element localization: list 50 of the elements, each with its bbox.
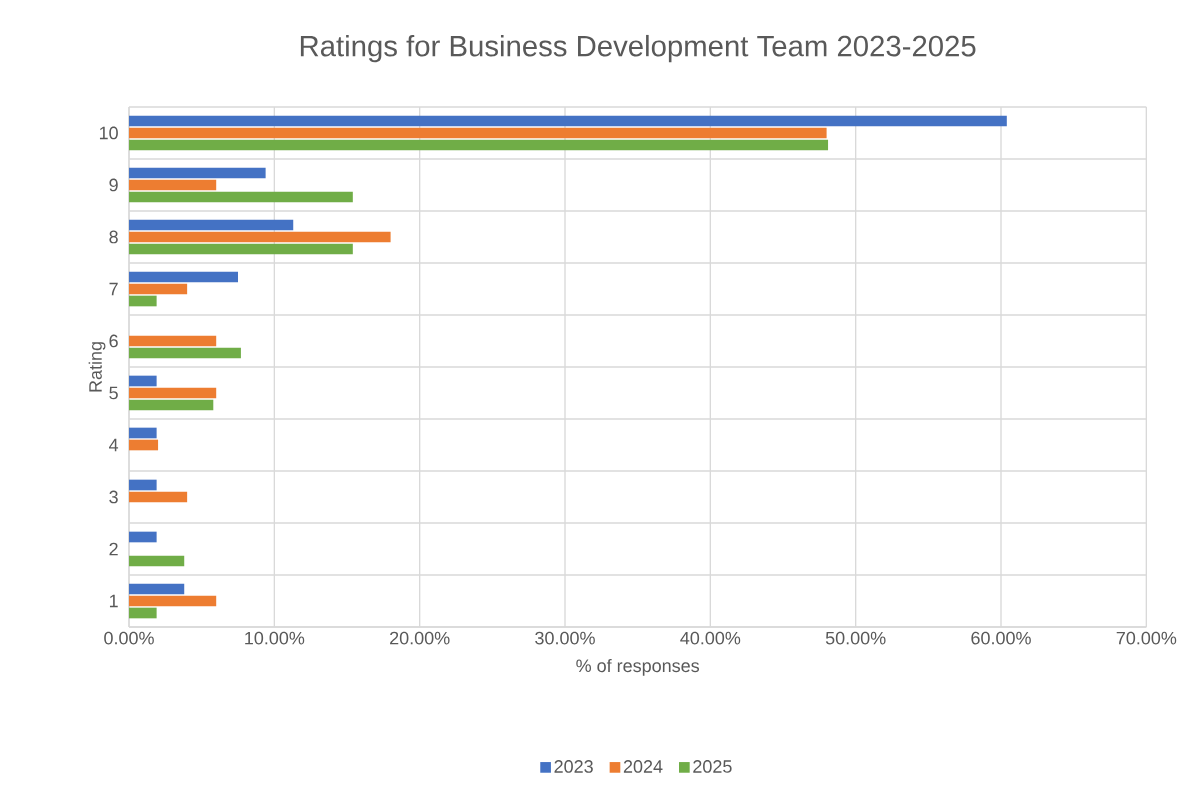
x-tick-label: 40.00% xyxy=(680,631,741,645)
y-tick-label: 9 xyxy=(109,178,118,192)
bar xyxy=(129,387,217,399)
bar xyxy=(129,555,185,567)
bar xyxy=(129,283,188,295)
bar xyxy=(129,491,188,503)
y-tick-label: 6 xyxy=(109,334,118,348)
legend-label: 2025 xyxy=(693,760,732,773)
bar xyxy=(129,295,157,307)
y-tick-label: 1 xyxy=(109,594,118,608)
bar xyxy=(129,115,1007,127)
y-tick-label: 10 xyxy=(99,126,118,140)
bar xyxy=(129,127,827,139)
x-tick-label: 70.00% xyxy=(1116,631,1177,645)
x-tick-label: 10.00% xyxy=(245,631,305,645)
bar xyxy=(129,179,217,191)
y-tick-label: 2 xyxy=(109,542,118,556)
bar xyxy=(129,191,353,203)
bar xyxy=(129,139,829,151)
bar xyxy=(129,231,391,243)
bar xyxy=(129,167,266,179)
y-tick-label: 8 xyxy=(109,230,118,244)
x-tick-label: 50.00% xyxy=(825,631,886,645)
bar xyxy=(129,271,239,283)
bar xyxy=(129,607,157,619)
bar xyxy=(129,595,217,607)
chart-title: Ratings for Business Development Team 2023-2025 xyxy=(300,34,976,63)
bar xyxy=(129,439,159,451)
bar xyxy=(129,375,157,387)
bar xyxy=(129,243,353,255)
y-tick-label: 5 xyxy=(109,386,118,400)
y-axis-title: Rating xyxy=(88,342,106,392)
bar xyxy=(129,583,185,595)
x-tick-label: 20.00% xyxy=(390,631,450,645)
bar xyxy=(129,479,157,491)
bar xyxy=(129,399,214,411)
y-tick-label: 3 xyxy=(109,490,118,504)
legend-label: 2023 xyxy=(554,760,593,773)
legend-label: 2024 xyxy=(623,760,663,773)
y-tick-label: 7 xyxy=(109,282,118,296)
bar xyxy=(129,219,294,231)
bar xyxy=(129,335,217,347)
x-axis-title: % of responses xyxy=(576,658,700,676)
bar xyxy=(129,347,241,359)
y-tick-label: 4 xyxy=(109,438,119,452)
x-tick-label: 0.00% xyxy=(104,631,154,645)
x-tick-label: 60.00% xyxy=(971,631,1031,645)
bar xyxy=(129,531,157,543)
bar xyxy=(129,427,157,439)
x-tick-label: 30.00% xyxy=(535,631,595,645)
